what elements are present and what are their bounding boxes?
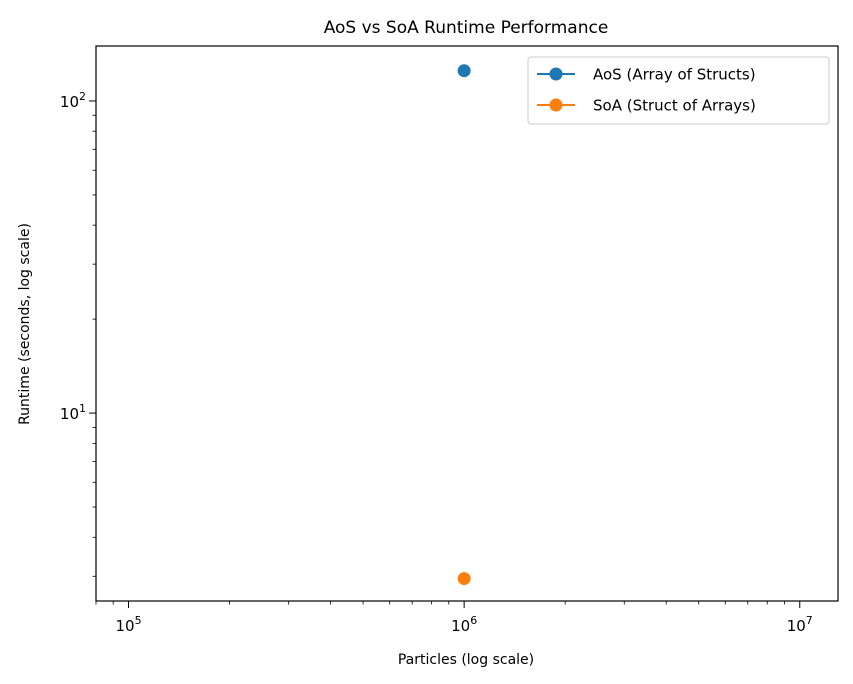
x-tick-label: 105: [115, 614, 141, 635]
y-tick-label: 102: [60, 90, 86, 111]
data-point: [457, 64, 471, 78]
legend: AoS (Array of Structs) SoA (Struct of Arr…: [527, 56, 830, 125]
legend-label: AoS (Array of Structs): [593, 66, 756, 84]
legend-label: SoA (Struct of Arrays): [593, 97, 756, 115]
plot-area-frame: [95, 45, 839, 602]
x-axis-label: Particles (log scale): [398, 652, 534, 668]
legend-item: SoA (Struct of Arrays): [537, 97, 756, 115]
data-point: [457, 572, 471, 586]
y-axis-label: Runtime (seconds, log scale): [17, 223, 33, 425]
chart-title: AoS vs SoA Runtime Performance: [324, 18, 609, 38]
legend-marker: [549, 67, 563, 81]
x-axis-ticks: 105 106 107: [95, 601, 813, 635]
legend-item: AoS (Array of Structs): [537, 66, 756, 84]
x-tick-label: 106: [451, 614, 477, 635]
x-tick-label: 107: [787, 614, 813, 635]
plot-marks: [457, 64, 471, 586]
legend-box: [527, 56, 830, 125]
y-tick-label: 101: [60, 402, 86, 423]
legend-marker: [549, 98, 563, 112]
series-0: [457, 64, 471, 78]
series-1: [457, 572, 471, 586]
y-axis-ticks: 101 102: [60, 90, 96, 577]
